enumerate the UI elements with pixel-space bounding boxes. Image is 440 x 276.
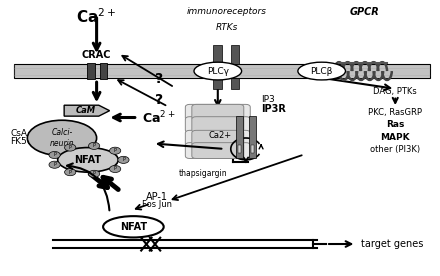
Bar — [231, 45, 239, 64]
Text: RTKs: RTKs — [215, 23, 238, 32]
Text: AP-1: AP-1 — [146, 192, 168, 202]
Ellipse shape — [298, 62, 345, 80]
Text: target genes: target genes — [361, 239, 423, 249]
Text: CaM: CaM — [76, 106, 96, 115]
Ellipse shape — [103, 216, 164, 237]
Text: Ca2+: Ca2+ — [209, 131, 231, 140]
Circle shape — [88, 170, 100, 177]
Text: thapsigargin: thapsigargin — [178, 169, 227, 178]
Text: IP3R: IP3R — [261, 104, 286, 114]
FancyBboxPatch shape — [185, 117, 250, 132]
Text: NFAT: NFAT — [120, 222, 147, 232]
FancyBboxPatch shape — [185, 143, 250, 158]
Text: DAG, PTKs: DAG, PTKs — [374, 87, 417, 96]
Circle shape — [88, 142, 100, 149]
Text: Ca$^{2+}$: Ca$^{2+}$ — [142, 109, 176, 126]
Circle shape — [65, 144, 76, 151]
Ellipse shape — [194, 62, 242, 80]
Text: P: P — [114, 166, 117, 171]
Bar — [231, 78, 239, 89]
Text: Calci-
neurin: Calci- neurin — [50, 128, 74, 148]
Text: PLCγ: PLCγ — [207, 67, 229, 76]
Bar — [238, 145, 241, 153]
Text: CRAC: CRAC — [82, 50, 111, 60]
Ellipse shape — [27, 120, 97, 156]
Text: immunoreceptors: immunoreceptors — [187, 7, 267, 16]
Text: P: P — [114, 148, 117, 153]
FancyBboxPatch shape — [192, 117, 244, 132]
Text: other (PI3K): other (PI3K) — [370, 145, 420, 154]
Text: P: P — [53, 162, 56, 167]
Text: P: P — [93, 171, 95, 176]
Circle shape — [49, 161, 60, 168]
Text: P: P — [53, 153, 56, 158]
Bar — [249, 116, 256, 158]
FancyBboxPatch shape — [185, 104, 250, 120]
Bar — [87, 63, 95, 79]
Circle shape — [49, 152, 60, 158]
Text: IP3: IP3 — [261, 95, 275, 104]
Circle shape — [110, 147, 121, 154]
Text: ?: ? — [155, 93, 163, 107]
Text: P: P — [93, 143, 95, 148]
Text: Ras: Ras — [386, 120, 404, 129]
Text: PLCβ: PLCβ — [311, 67, 333, 76]
Circle shape — [65, 169, 76, 176]
Text: Ca$^{2+}$: Ca$^{2+}$ — [77, 7, 117, 26]
Text: Fos Jun: Fos Jun — [142, 200, 172, 209]
FancyBboxPatch shape — [192, 130, 244, 146]
Text: GPCR: GPCR — [350, 7, 380, 17]
Text: P: P — [122, 157, 125, 162]
Bar — [15, 64, 430, 78]
Text: CsA: CsA — [10, 129, 27, 138]
FancyBboxPatch shape — [185, 130, 250, 146]
Bar — [251, 145, 254, 153]
Circle shape — [118, 156, 129, 163]
Text: NFAT: NFAT — [74, 155, 102, 165]
Bar — [213, 78, 222, 89]
FancyBboxPatch shape — [192, 143, 244, 158]
Circle shape — [110, 165, 121, 172]
Text: PKC, RasGRP: PKC, RasGRP — [368, 108, 422, 117]
Text: MAPK: MAPK — [381, 132, 410, 142]
Ellipse shape — [58, 148, 118, 172]
Text: ?: ? — [155, 72, 163, 86]
FancyArrowPatch shape — [67, 163, 110, 210]
Text: FK506: FK506 — [10, 137, 38, 146]
Polygon shape — [64, 105, 110, 116]
Text: P: P — [69, 170, 72, 175]
FancyBboxPatch shape — [192, 104, 244, 120]
Bar — [213, 45, 222, 64]
Text: P: P — [69, 145, 72, 150]
Bar — [236, 116, 243, 158]
Bar — [99, 63, 107, 79]
